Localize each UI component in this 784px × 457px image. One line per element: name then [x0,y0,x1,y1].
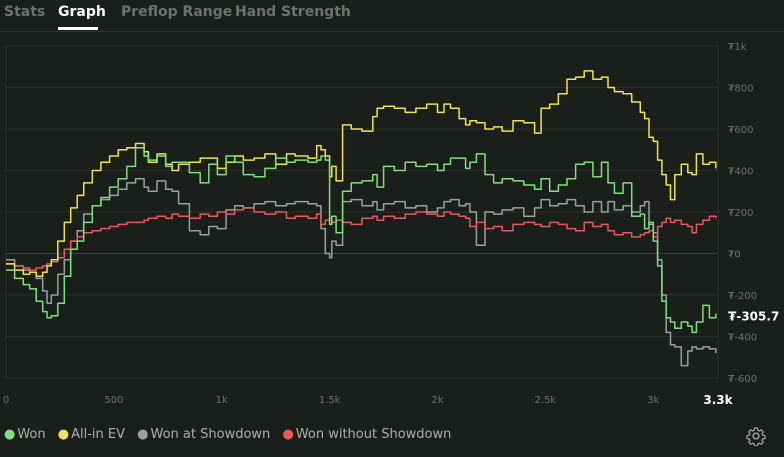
x-tick-label: 0 [3,395,9,406]
x-tick-label: 2k [431,395,443,406]
y-tick-label: ₮1k [728,42,747,53]
y-tick-label: ₮200 [728,208,753,219]
series-line-all-in-ev [6,70,717,278]
tab-hand-strength[interactable]: Hand Strength [235,4,351,20]
y-tick-label: ₮800 [728,84,753,95]
y-axis-ticks: ₮-600 ₮-400 ₮-200 ₮0 ₮200 ₮400 ₮600 ₮800 ₮1k ₮-30… [728,42,779,385]
tab-graph[interactable]: Graph [58,4,106,20]
x-tick-label: 500 [104,395,123,406]
legend-item-all-in-ev[interactable]: ● All-in EV [58,427,125,442]
series-line-won-at-showdown [6,178,717,367]
legend-label: Won without Showdown [295,427,452,442]
gear-icon[interactable] [746,426,766,446]
legend-item-won-at-showdown[interactable]: ● Won at Showdown [137,427,270,442]
legend-label: All-in EV [71,427,126,442]
legend-dot-icon: ● [137,427,149,442]
tab-preflop-range[interactable]: Preflop Range [121,4,233,20]
bankroll-graph[interactable]: ₮-600 ₮-400 ₮-200 ₮0 ₮200 ₮400 ₮600 ₮800 ₮1k ₮-30… [0,32,784,422]
x-end-label: 3.3k [703,393,733,407]
x-axis-ticks: 0 500 1k 1.5k 2k 2.5k 3k 3.3k [3,393,734,407]
y-tick-label: ₮-600 [728,374,757,385]
legend-dot-icon: ● [4,427,16,442]
y-tick-label: ₮-400 [728,333,757,344]
x-tick-label: 1k [216,395,228,406]
legend-dot-icon: ● [57,427,70,442]
legend-item-won-without-showdown[interactable]: ● Won without Showdown [282,427,451,442]
x-tick-label: 1.5k [319,395,341,406]
chart-grid [5,45,719,379]
y-tick-label: ₮400 [728,167,753,178]
legend-label: Won [17,427,46,442]
tab-bar: Stats Graph Preflop Range Hand Strength [0,0,784,32]
tab-stats[interactable]: Stats [4,4,46,20]
series-line-won [6,146,717,334]
legend-item-won[interactable]: ● Won [4,427,46,442]
x-tick-label: 3k [647,395,659,406]
x-tick-label: 2.5k [535,395,557,406]
series-line-won-without-showdown [6,207,717,271]
chart-lines [6,70,717,367]
legend-label: Won at Showdown [150,427,271,442]
current-value-label: ₮-305.7 [728,310,779,324]
y-tick-label: ₮0 [728,250,741,261]
legend-dot-icon: ● [282,427,294,442]
active-tab-indicator [58,27,98,30]
y-tick-label: ₮600 [728,125,753,136]
chart-legend: ● Won ● All-in EV ● Won at Showdown ● Won wi… [4,427,459,445]
y-tick-label: ₮-200 [728,291,757,302]
